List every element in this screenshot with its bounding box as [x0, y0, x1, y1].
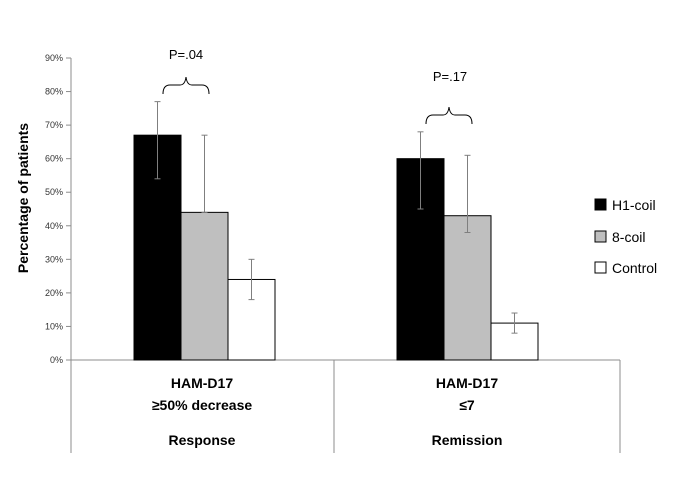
category-label-line2: ≤7	[459, 397, 475, 413]
y-tick-label: 60%	[45, 154, 63, 164]
legend-swatch-8-coil	[594, 230, 607, 243]
y-tick-label: 30%	[45, 254, 63, 264]
significance-brace	[162, 76, 210, 95]
legend-label-8-coil: 8-coil	[612, 229, 645, 245]
significance-brace	[425, 106, 473, 125]
y-tick-label: 70%	[45, 120, 63, 130]
y-tick-label: 20%	[45, 288, 63, 298]
y-tick-label: 90%	[45, 53, 63, 63]
legend-swatch-h1-coil	[594, 198, 607, 211]
y-tick-label: 80%	[45, 87, 63, 97]
y-tick-label: 10%	[45, 321, 63, 331]
y-tick-label: 40%	[45, 221, 63, 231]
y-axis-label: Percentage of patients	[15, 123, 31, 273]
y-tick-label: 0%	[50, 355, 63, 365]
legend-swatch-control	[594, 261, 607, 274]
p-value-annotation: P=.17	[433, 69, 467, 84]
bar	[180, 211, 229, 361]
category-label-line2: ≥50% decrease	[152, 397, 253, 413]
category-label-line1: HAM-D17	[436, 375, 498, 391]
group-label: Remission	[432, 432, 503, 448]
bar	[443, 215, 492, 361]
group-label: Response	[169, 432, 236, 448]
p-value-annotation: P=.04	[169, 47, 203, 62]
legend-label-h1-coil: H1-coil	[612, 197, 656, 213]
y-tick-label: 50%	[45, 187, 63, 197]
category-label-line1: HAM-D17	[171, 375, 233, 391]
legend-label-control: Control	[612, 260, 657, 276]
